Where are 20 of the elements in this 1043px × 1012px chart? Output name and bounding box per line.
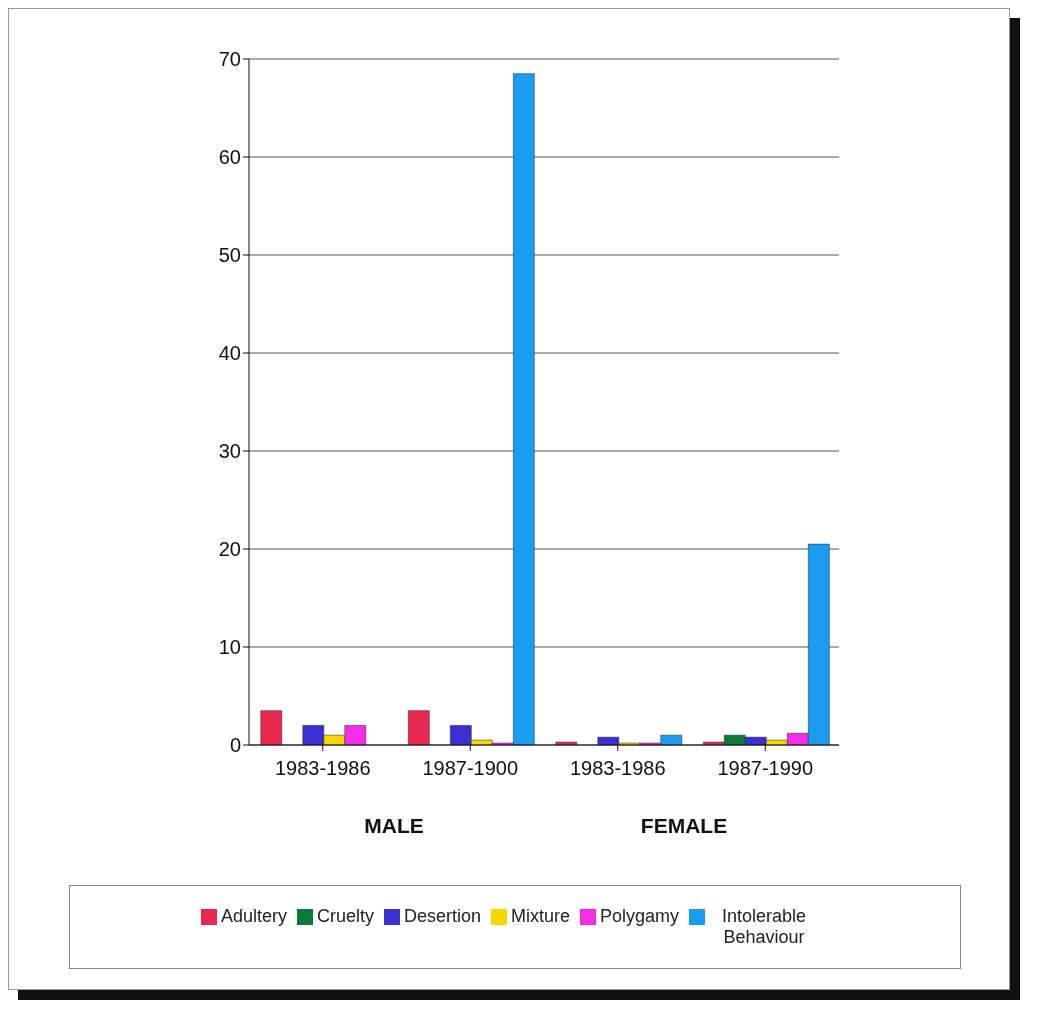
legend-label: Mixture — [511, 906, 571, 927]
y-tick-label: 0 — [229, 734, 241, 757]
y-tick-label: 60 — [218, 146, 241, 169]
x-tick-label: 1983-1986 — [569, 757, 666, 780]
legend-label: Cruelty — [316, 906, 374, 927]
legend-label: Adultery — [220, 906, 287, 927]
y-tick-label: 70 — [218, 48, 241, 71]
y-tick-label: 50 — [218, 244, 241, 267]
y-tick-label: 40 — [218, 342, 241, 365]
text: MALE — [363, 814, 425, 838]
legend-label: Polygamy — [600, 906, 680, 927]
legend-label: Desertion — [403, 906, 482, 927]
y-tick-label: 20 — [218, 538, 241, 561]
x-tick-label: 1983-1986 — [274, 757, 371, 780]
text: FEMALE — [639, 814, 729, 838]
legend-label: Intolerable Behaviour — [721, 906, 808, 948]
x-tick-label: 1987-1990 — [717, 757, 814, 780]
x-tick-label: 1987-1900 — [422, 757, 519, 780]
y-tick-label: 30 — [218, 440, 241, 463]
y-tick-label: 10 — [218, 636, 241, 659]
